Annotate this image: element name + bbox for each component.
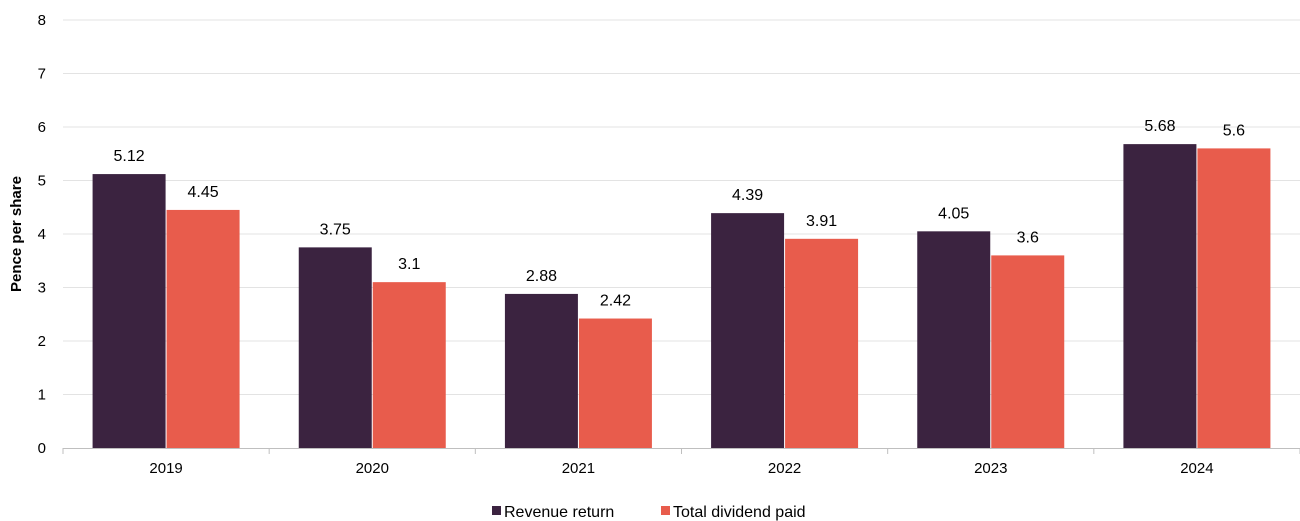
data-label: 4.05: [938, 205, 969, 222]
bar-revenue-return: [917, 231, 991, 448]
bar-revenue-return: [504, 293, 578, 448]
legend-label: Total dividend paid: [673, 504, 806, 521]
data-label: 3.6: [1017, 229, 1039, 246]
x-tick-label: 2023: [974, 460, 1007, 477]
y-tick-label: 1: [38, 387, 46, 404]
y-tick-label: 0: [38, 440, 46, 457]
data-labels: 5.12 4.45 3.75 3.1 2.88 2.42 4.39 3.91 4.05 3.6 5.…: [114, 118, 1246, 309]
data-label: 5.12: [114, 148, 145, 165]
y-tick-label: 6: [38, 119, 46, 136]
y-tick-label: 3: [38, 280, 46, 297]
data-label: 3.91: [806, 213, 837, 230]
data-label: 3.1: [398, 256, 420, 273]
bar-revenue-return: [92, 174, 166, 448]
y-axis-ticks: 0 1 2 3 4 5 6 7 8: [38, 12, 46, 457]
bar-total-dividend-paid: [166, 209, 240, 448]
bar-total-dividend-paid: [785, 238, 859, 448]
y-tick-label: 7: [38, 66, 46, 83]
y-tick-label: 8: [38, 12, 46, 29]
bar-revenue-return: [1123, 144, 1197, 448]
legend-swatch: [661, 506, 670, 515]
bar-revenue-return: [711, 213, 785, 448]
data-label: 4.45: [188, 184, 219, 201]
y-axis-title: Pence per share: [8, 176, 25, 292]
x-tick-label: 2024: [1180, 460, 1213, 477]
x-tick-label: 2022: [768, 460, 801, 477]
legend-swatch: [492, 506, 501, 515]
gridlines: [63, 19, 1300, 395]
bars: [92, 144, 1271, 448]
bar-total-dividend-paid: [1197, 148, 1271, 448]
bar-total-dividend-paid: [372, 282, 446, 448]
x-tick-label: 2020: [356, 460, 389, 477]
y-tick-label: 5: [38, 173, 46, 190]
data-label: 2.88: [526, 268, 557, 285]
bar-total-dividend-paid: [578, 318, 652, 448]
data-label: 5.6: [1223, 122, 1245, 139]
data-label: 4.39: [732, 187, 763, 204]
data-label: 3.75: [320, 221, 351, 238]
legend-label: Revenue return: [504, 504, 614, 521]
x-axis: 2019 2020 2021 2022 2023 2024: [62, 448, 1300, 477]
x-tick-label: 2021: [562, 460, 595, 477]
y-tick-label: 2: [38, 333, 46, 350]
data-label: 2.42: [600, 293, 631, 310]
x-tick-label: 2019: [149, 460, 182, 477]
bar-total-dividend-paid: [991, 255, 1065, 448]
bar-revenue-return: [298, 247, 372, 448]
data-label: 5.68: [1144, 118, 1175, 135]
y-tick-label: 4: [38, 226, 46, 243]
legend: Revenue return Total dividend paid: [492, 504, 806, 521]
